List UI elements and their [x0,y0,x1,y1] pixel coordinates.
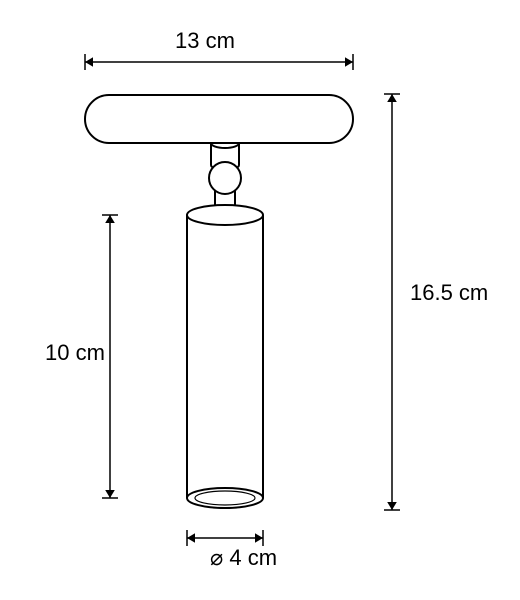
dimension-drawing: 13 cm 16.5 cm 10 cm ⌀ 4 cm [0,0,520,600]
cylinder-top [187,205,263,225]
dim-label-height_cylinder: 10 cm [45,340,105,365]
dim-label-diameter: ⌀ 4 cm [210,545,277,570]
dim-label-width_top: 13 cm [175,28,235,53]
ball-joint [209,162,241,194]
rail-outline [85,95,353,143]
dim-label-height_total: 16.5 cm [410,280,488,305]
